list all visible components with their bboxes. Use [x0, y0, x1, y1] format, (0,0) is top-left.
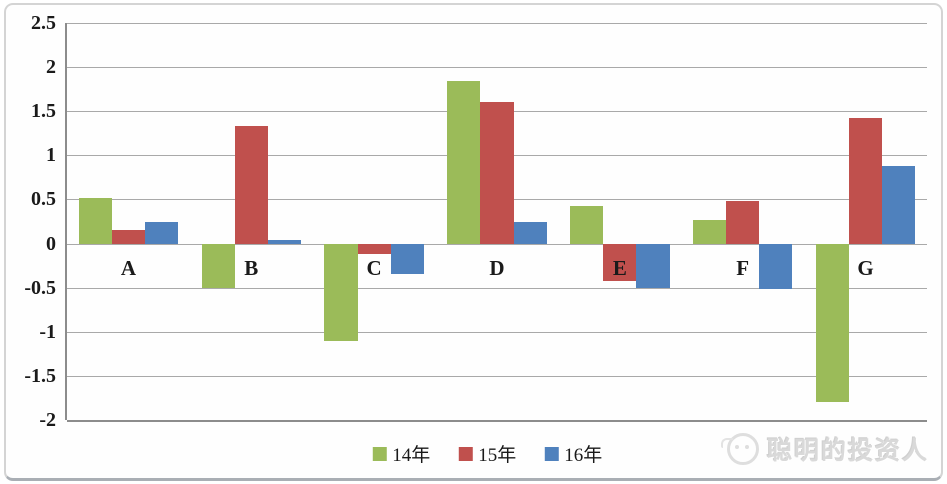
gridline — [67, 243, 927, 245]
bar-A-16年 — [145, 222, 179, 244]
category-label: E — [612, 255, 627, 280]
y-tick-label: 0 — [46, 232, 56, 255]
y-tick-label: 2.5 — [31, 12, 56, 34]
category-label: D — [489, 255, 505, 280]
bar-B-14年 — [201, 243, 235, 288]
bar-A-14年 — [78, 197, 112, 244]
bar-B-16年 — [267, 240, 302, 244]
gridline — [67, 375, 927, 377]
legend-item: 15年 — [458, 440, 516, 467]
bar-D-15年 — [480, 102, 514, 244]
bar-D-14年 — [447, 81, 481, 244]
y-tick-label: -1 — [39, 320, 56, 343]
y-tick-label: -0.5 — [24, 276, 56, 299]
gridline — [67, 23, 927, 24]
category-label: F — [736, 255, 750, 280]
bar-F-16年 — [759, 243, 793, 290]
category-label: B — [244, 255, 259, 280]
legend-item: 16年 — [544, 440, 602, 467]
legend-swatch-icon — [544, 446, 559, 461]
category-label: A — [120, 255, 136, 280]
category-label: G — [857, 255, 874, 280]
legend: 14年 15年 16年 — [372, 440, 602, 467]
bar-G-14年 — [815, 243, 849, 403]
y-tick-label: -2 — [39, 409, 56, 431]
gridline — [67, 331, 927, 333]
legend-swatch-icon — [372, 446, 387, 461]
watermark-text: 聪明的投资人 — [766, 438, 929, 465]
legend-label: 14年 — [392, 445, 431, 466]
y-tick-label: 1 — [46, 144, 56, 167]
bar-C-16年 — [390, 243, 424, 275]
plot-area: A B C D E F G — [65, 23, 927, 422]
bar-E-16年 — [636, 243, 670, 288]
bar-F-15年 — [726, 201, 760, 244]
gridline — [67, 67, 927, 69]
bar-A-15年 — [111, 230, 145, 244]
category-label: C — [366, 255, 382, 280]
face-logo-icon — [720, 433, 759, 465]
y-tick-label: -1.5 — [24, 364, 56, 387]
bar-E-15年 — [603, 243, 637, 282]
legend-swatch-icon — [458, 446, 473, 461]
y-tick-label: 0.5 — [31, 188, 56, 211]
y-tick-label: 1.5 — [31, 100, 56, 123]
y-tick-label: 2 — [46, 56, 56, 79]
bar-D-16年 — [513, 221, 547, 244]
legend-label: 15年 — [478, 445, 517, 466]
bar-E-14年 — [570, 205, 604, 244]
legend-item: 14年 — [372, 440, 430, 467]
gridline — [67, 420, 927, 422]
bar-C-15年 — [357, 243, 391, 255]
bar-G-16年 — [882, 165, 916, 244]
watermark: 聪明的投资人 — [720, 431, 929, 467]
gridline — [67, 287, 927, 289]
bar-G-15年 — [848, 118, 883, 244]
bar-F-14年 — [692, 219, 727, 244]
bar-C-14年 — [324, 243, 358, 341]
bar-B-15年 — [234, 126, 268, 244]
legend-label: 16年 — [564, 445, 603, 466]
